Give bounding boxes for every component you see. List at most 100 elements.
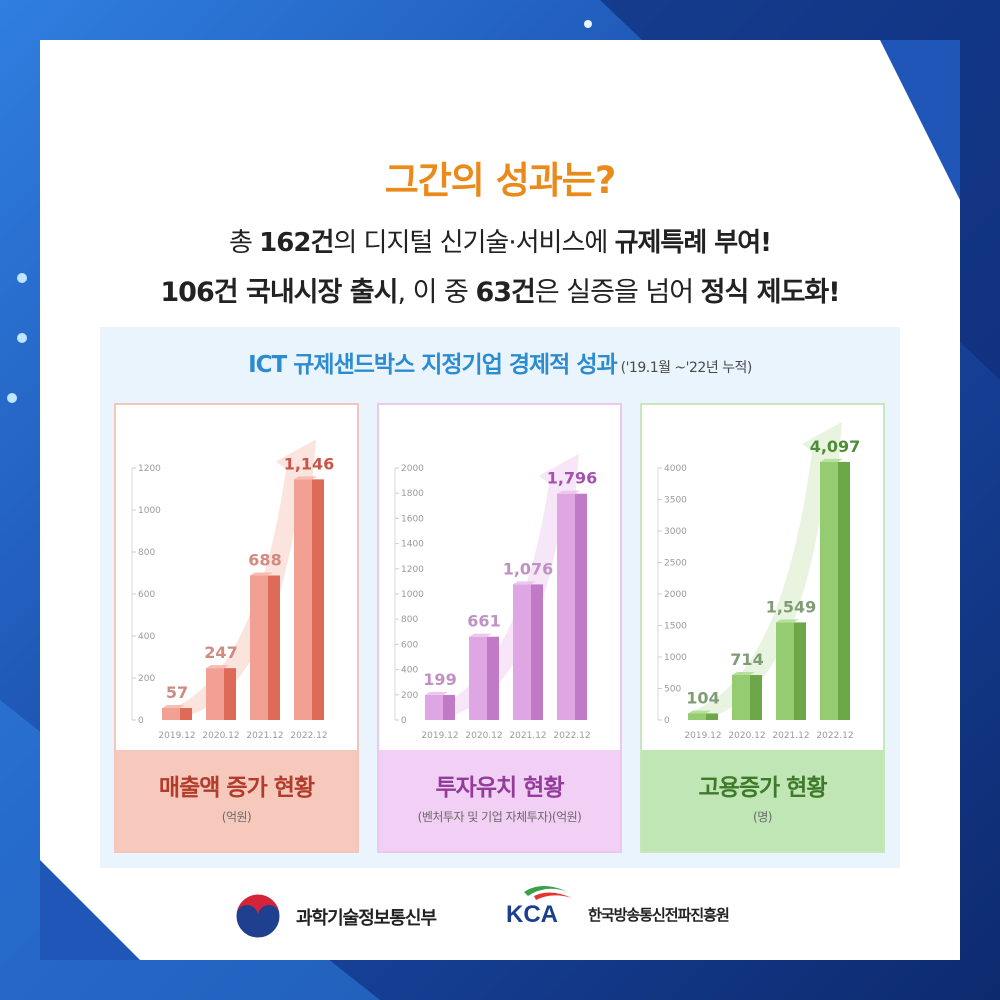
x-tick-label: 2021.12 [772, 731, 809, 741]
chart-employment: 0 500 1000 1500 2000 2500 3000 3500 4000 104 2019.… [640, 403, 885, 853]
x-tick-label: 2020.12 [728, 731, 765, 741]
x-tick-label: 2022.12 [816, 731, 853, 741]
bar-value-label: 1,076 [503, 559, 554, 578]
chart-investment-svg: 0 200 400 600 800 1000 1200 1400 1600 1800 2000 199… [394, 453, 598, 741]
headline: 그간의 성과는? [384, 159, 617, 202]
bar-side [487, 636, 499, 720]
chart-unit: (명) [753, 810, 772, 824]
growth-arrow-icon [164, 439, 316, 720]
bar-top [162, 705, 185, 709]
bar-side [312, 479, 324, 720]
bar-side [443, 694, 455, 720]
panel-period: ('19.1월 ~'22년 누적) [616, 360, 753, 376]
x-tick-label: 2021.12 [246, 731, 283, 741]
y-tick-label: 500 [664, 685, 681, 695]
y-tick-label: 1000 [664, 653, 687, 663]
y-tick-label: 1000 [138, 506, 161, 516]
bar-side [268, 575, 280, 720]
chart-investment: 0 200 400 600 800 1000 1200 1400 1600 1800 2000 199… [377, 403, 622, 853]
bar-top [294, 476, 317, 480]
panel-title: ICT 규제샌드박스 지정기업 경제적 성과 ('19.1월 ~'22년 누적) [0, 345, 1000, 379]
y-tick-label: 2000 [664, 590, 687, 600]
bar-top [469, 633, 492, 637]
x-tick-label: 2022.12 [290, 731, 327, 741]
bar-top [688, 710, 711, 714]
y-tick-label: 3000 [664, 527, 687, 537]
y-tick-label: 800 [138, 548, 155, 558]
x-tick-label: 2019.12 [158, 731, 195, 741]
bar-top [557, 490, 580, 494]
chart-sales-caption: 매출액 증가 현황 (억원) [116, 750, 357, 851]
y-tick-label: 1600 [401, 514, 424, 524]
summary-text: 의 디지털 신기술·서비스에 [333, 228, 615, 258]
bar-front [776, 622, 794, 720]
x-tick-label: 2020.12 [202, 731, 239, 741]
bar-front [688, 713, 706, 720]
bar-front [469, 636, 487, 720]
bar-value-label: 1,146 [284, 454, 335, 473]
government-emblem-icon [235, 893, 281, 939]
y-tick-label: 1200 [401, 565, 424, 575]
bar-front [294, 479, 312, 720]
bar-top [250, 572, 273, 576]
y-tick-label: 1500 [664, 622, 687, 632]
summary-bold: 106건 국내시장 출시 [160, 277, 398, 308]
chart-unit: (벤처투자 및 기업 자체투자)(억원) [417, 810, 582, 824]
bar-top [820, 458, 843, 462]
kca-wordmark: KCA [506, 901, 558, 926]
y-tick-label: 2000 [401, 464, 424, 474]
bar-side [180, 708, 192, 720]
x-tick-label: 2020.12 [465, 731, 502, 741]
bar-value-label: 1,796 [547, 469, 598, 488]
y-tick-label: 600 [138, 590, 155, 600]
bar-side [794, 622, 806, 720]
x-tick-label: 2019.12 [421, 731, 458, 741]
bar-value-label: 661 [467, 612, 500, 631]
y-tick-label: 1800 [401, 489, 424, 499]
bar-side [838, 461, 850, 720]
chart-title: 고용증가 현황 [698, 775, 828, 801]
summary-bold: 규제특례 부여! [614, 228, 772, 258]
y-tick-label: 0 [138, 716, 144, 726]
bar-top [513, 581, 536, 585]
bar-front [206, 668, 224, 720]
summary-text: , 이 중 [397, 277, 476, 308]
summary-bold: 162건 [259, 228, 334, 258]
y-tick-label: 800 [401, 615, 418, 625]
summary-line-2: 106건 국내시장 출시, 이 중 63건은 실증을 넘어 정식 제도화! [0, 270, 1000, 309]
bar-side [750, 675, 762, 720]
bar-top [776, 619, 799, 623]
summary-text: 총 [228, 228, 260, 258]
chart-title: 투자유치 현황 [435, 775, 565, 801]
chart-investment-caption: 투자유치 현황 (벤처투자 및 기업 자체투자)(억원) [379, 750, 620, 851]
growth-arrow-icon [427, 453, 579, 720]
chart-employment-caption: 고용증가 현황 (명) [642, 750, 883, 851]
bar-top [732, 672, 755, 676]
bar-value-label: 688 [248, 551, 281, 570]
org-name-kca: 한국방송통신전파진흥원 [588, 906, 730, 924]
y-tick-label: 400 [401, 666, 418, 676]
y-tick-label: 0 [401, 716, 407, 726]
y-tick-label: 200 [401, 691, 418, 701]
bar-side [224, 668, 236, 720]
org-name-msit: 과학기술정보통신부 [296, 908, 437, 929]
bar-value-label: 57 [166, 683, 188, 702]
x-tick-label: 2021.12 [509, 731, 546, 741]
chart-title: 매출액 증가 현황 [158, 775, 315, 801]
bar-front [162, 708, 180, 720]
bar-value-label: 199 [423, 670, 456, 689]
bar-value-label: 1,549 [766, 597, 817, 616]
x-tick-label: 2019.12 [684, 731, 721, 741]
bar-side [531, 584, 543, 720]
bar-front [513, 584, 531, 720]
bar-top [206, 665, 229, 669]
panel-title-text: ICT 규제샌드박스 지정기업 경제적 성과 [248, 352, 618, 378]
y-tick-label: 3500 [664, 496, 687, 506]
bar-side [706, 713, 718, 720]
y-tick-label: 1200 [138, 464, 161, 474]
y-tick-label: 200 [138, 674, 155, 684]
y-tick-label: 2500 [664, 559, 687, 569]
bar-side [575, 493, 587, 720]
bar-value-label: 104 [686, 688, 719, 707]
bar-value-label: 714 [730, 650, 763, 669]
